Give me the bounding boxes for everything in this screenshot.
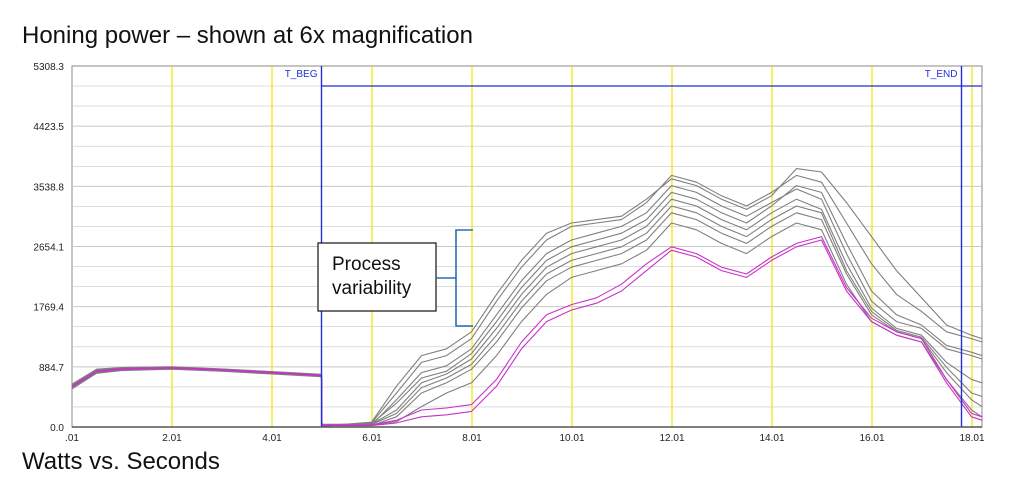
x-tick-label: 10.01 (559, 433, 584, 444)
series-line (71, 239, 983, 427)
annotation-box (317, 242, 437, 312)
annotation-line-1: Process (332, 254, 401, 275)
y-tick-labels: 0.0 884.7 1769.4 2654.1 3538.8 4423.5 5308.3 (33, 62, 64, 434)
marker-label: T_BEG (285, 69, 318, 80)
y-tick-label: 0.0 (50, 423, 64, 434)
y-tick-label: 2654.1 (33, 243, 64, 254)
y-tick-label: 1769.4 (33, 303, 64, 314)
y-tick-label: 3538.8 (33, 182, 64, 193)
x-tick-label: 14.01 (759, 433, 784, 444)
marker-label: T_END (925, 69, 958, 80)
series-lines (71, 168, 983, 427)
annotation-line-2: variability (332, 278, 412, 299)
y-tick-label: 4423.5 (33, 122, 64, 133)
x-tick-label: 8.01 (462, 433, 482, 444)
series-line (71, 236, 983, 426)
chart-title: Honing power – shown at 6x magnification (22, 22, 473, 49)
x-tick-label: 4.01 (262, 433, 282, 444)
x-tick-label: 18.01 (959, 433, 984, 444)
chart-subtitle: Watts vs. Seconds (22, 448, 220, 475)
x-tick-label: 16.01 (859, 433, 884, 444)
x-tick-label: 12.01 (659, 433, 684, 444)
variability-bracket (436, 229, 473, 327)
x-tick-label: 6.01 (362, 433, 382, 444)
x-tick-labels: .01 2.01 4.01 6.01 8.01 10.01 12.01 14.01 16.01 1… (65, 433, 985, 444)
y-tick-label: 5308.3 (33, 62, 64, 73)
series-line (71, 168, 983, 427)
variability-callout: Process variability (317, 229, 473, 327)
y-tick-label: 884.7 (39, 363, 64, 374)
x-tick-label: .01 (65, 433, 79, 444)
horizontal-gridlines (72, 85, 982, 408)
x-tick-label: 2.01 (162, 433, 182, 444)
